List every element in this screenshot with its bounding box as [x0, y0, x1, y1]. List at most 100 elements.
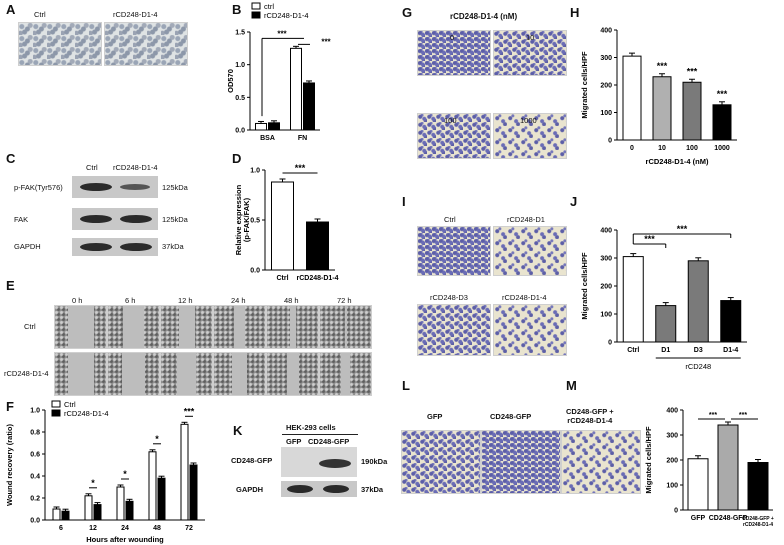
- blot-band: [80, 183, 112, 191]
- wound-image: [213, 305, 266, 349]
- wound-image: [319, 305, 372, 349]
- blot-band: [319, 459, 351, 468]
- y-tick-label: 0.4: [30, 474, 40, 481]
- y-tick-label: 0: [608, 340, 612, 347]
- x-tick-label: 100: [686, 145, 698, 152]
- y-axis-label: OD570: [226, 69, 235, 93]
- transwell-image: [417, 30, 491, 76]
- y-axis-label: Wound recovery (ratio): [5, 424, 14, 506]
- significance-label: *: [91, 478, 95, 488]
- image-label: 10: [526, 33, 535, 42]
- panel-label-l: L: [402, 378, 410, 393]
- y-tick-label: 1.5: [235, 30, 245, 37]
- x-tick-label: rCD248-D1-4: [743, 522, 773, 528]
- wound-gap: [122, 353, 145, 395]
- bar: [180, 423, 189, 521]
- transwell-image: [417, 226, 491, 276]
- y-tick-label: 200: [666, 458, 678, 465]
- x-tick-label: D1-4: [723, 347, 738, 354]
- panel-label-d: D: [232, 151, 242, 166]
- protein-label: FAK: [14, 215, 29, 224]
- panel-label-j: J: [570, 194, 578, 209]
- x-axis-label: rCD248: [685, 362, 711, 371]
- blot-band: [120, 243, 152, 251]
- significance-label: ***: [277, 29, 287, 38]
- panel-title: HEK-293 cells: [286, 423, 336, 432]
- x-tick-label: 72: [185, 525, 193, 532]
- bar: [622, 55, 642, 141]
- wound-gap: [123, 306, 144, 348]
- y-tick-label: 0.0: [235, 128, 245, 135]
- wound-image: [319, 352, 372, 396]
- panel-label-a: A: [6, 2, 16, 17]
- wound-gap: [344, 306, 347, 348]
- timepoint-label: 72 h: [337, 296, 352, 305]
- blot-strip: [72, 176, 158, 198]
- protein-label: p-FAK(Tyr576): [14, 183, 63, 192]
- significance-label: ***: [657, 61, 668, 71]
- transwell-image: [417, 304, 491, 356]
- protein-label: GAPDH: [236, 485, 264, 494]
- y-axis-label: Migrated cells/HPF: [580, 51, 589, 119]
- wound-image: [107, 305, 160, 349]
- lane-label: Ctrl: [86, 163, 98, 172]
- y-tick-label: 0: [674, 508, 678, 515]
- y-tick-label: 300: [600, 256, 612, 263]
- blot-band: [287, 485, 313, 493]
- bar: [717, 424, 739, 511]
- condition-label: Ctrl: [24, 322, 36, 331]
- y-tick-label: 300: [666, 433, 678, 440]
- x-tick-label: 6: [59, 525, 63, 532]
- wound-gap: [289, 306, 296, 348]
- blot-band: [80, 215, 112, 223]
- image-label: 100: [444, 116, 457, 125]
- y-tick-label: 400: [600, 28, 612, 35]
- y-tick-label: 400: [600, 228, 612, 235]
- image-label: rCD248-D3: [430, 293, 468, 302]
- bar: [255, 122, 267, 131]
- bar: [682, 81, 702, 141]
- size-label: 37kDa: [162, 242, 184, 251]
- wound-gap: [177, 353, 196, 395]
- panel-label-h: H: [570, 5, 580, 20]
- image-label: rCD248-D1-4: [113, 10, 158, 19]
- bar: [157, 477, 166, 521]
- y-axis-label: Migrated cells/HPF: [644, 426, 653, 494]
- legend-swatch: [251, 2, 261, 10]
- lane-label: GFP: [286, 437, 302, 446]
- significance-label: ***: [321, 37, 331, 46]
- wound-gap: [341, 353, 350, 395]
- y-axis-label: (p-FAK/FAK): [242, 197, 251, 242]
- lane-label: rCD248-D1-4: [113, 163, 158, 172]
- wound-gap: [67, 353, 94, 395]
- legend-swatch: [51, 409, 61, 417]
- y-tick-label: 0.6: [30, 452, 40, 459]
- image-label: CD248-GFP: [490, 412, 532, 421]
- bar: [84, 495, 93, 521]
- bar: [687, 260, 709, 343]
- image-label: 0: [450, 33, 455, 42]
- blot-band: [80, 243, 112, 251]
- transwell-image: [493, 113, 567, 159]
- y-tick-label: 200: [600, 83, 612, 90]
- x-tick-label: 48: [153, 525, 161, 532]
- bar: [189, 464, 198, 521]
- significance-label: ***: [644, 234, 655, 244]
- wound-image: [54, 352, 107, 396]
- y-tick-label: 0: [608, 138, 612, 145]
- image-label: GFP: [427, 412, 443, 421]
- image-label: 1000: [520, 116, 537, 125]
- bar: [125, 500, 134, 521]
- y-axis-label: Migrated cells/HPF: [580, 252, 589, 320]
- x-tick-label: CD248-GFP: [709, 515, 748, 522]
- panel-label-c: C: [6, 151, 16, 166]
- x-axis-label: rCD248-D1-4 (nM): [646, 157, 709, 166]
- bar: [52, 508, 61, 521]
- bar: [61, 510, 70, 521]
- timepoint-label: 6 h: [125, 296, 136, 305]
- y-tick-label: 0.8: [30, 430, 40, 437]
- legend-label: ctrl: [264, 2, 274, 11]
- image-label: Ctrl: [34, 10, 46, 19]
- legend-label: Ctrl: [64, 400, 76, 409]
- x-tick-label: 0: [630, 145, 634, 152]
